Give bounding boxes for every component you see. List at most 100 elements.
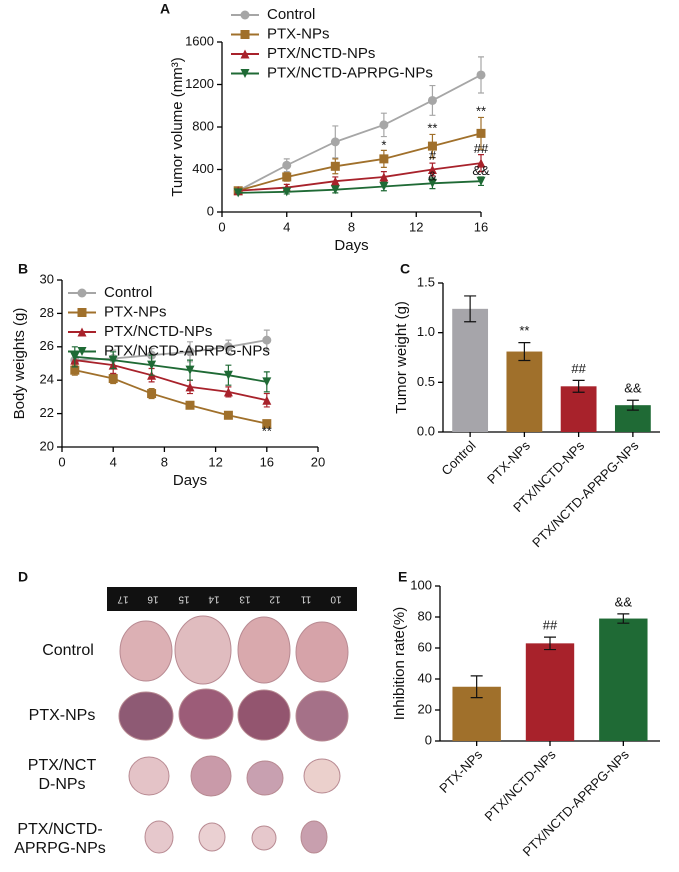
y-tick-label: 24 bbox=[40, 372, 54, 387]
marker bbox=[476, 70, 486, 80]
x-axis-label: Days bbox=[334, 237, 368, 254]
tumor bbox=[237, 616, 291, 684]
y-tick-label: 80 bbox=[418, 608, 432, 623]
marker bbox=[223, 370, 233, 380]
series-line bbox=[237, 132, 482, 192]
tumor bbox=[118, 691, 174, 741]
marker bbox=[262, 419, 272, 429]
row-label: Control bbox=[42, 642, 94, 659]
marker bbox=[262, 335, 272, 345]
marker bbox=[330, 161, 340, 171]
significance-mark: && bbox=[615, 594, 633, 609]
y-axis-label: Body weights (g) bbox=[11, 308, 28, 420]
marker bbox=[282, 187, 292, 197]
marker bbox=[185, 400, 195, 410]
y-tick-label: 30 bbox=[40, 271, 54, 286]
error-bar bbox=[518, 342, 531, 362]
y-axis-label: Tumor weight (g) bbox=[393, 301, 410, 414]
series-line bbox=[238, 180, 482, 194]
x-tick-label: PTX-NPs bbox=[484, 438, 533, 487]
tumors bbox=[118, 615, 349, 854]
marker bbox=[185, 347, 195, 357]
significance-mark: ## bbox=[571, 361, 586, 376]
legend-label: PTX-NPs bbox=[267, 25, 330, 42]
x-tick-label: 0 bbox=[58, 454, 65, 469]
legend-marker bbox=[240, 69, 250, 78]
marker bbox=[70, 352, 80, 362]
marker bbox=[427, 95, 437, 105]
marker bbox=[147, 360, 157, 370]
row-label: D-NPs bbox=[38, 776, 85, 793]
legend-label: PTX/NCTD-NPs bbox=[267, 45, 375, 62]
y-tick-label: 60 bbox=[418, 639, 432, 654]
marker bbox=[379, 120, 389, 130]
panel-letter: A bbox=[160, 1, 170, 17]
x-tick-label: Control bbox=[438, 438, 478, 478]
marker bbox=[223, 342, 233, 352]
legend-label: PTX-NPs bbox=[104, 303, 167, 320]
x-tick-label: 8 bbox=[348, 219, 355, 234]
x-axis-label: Days bbox=[173, 472, 207, 489]
marker bbox=[330, 185, 340, 195]
x-tick-label: 4 bbox=[283, 219, 290, 234]
y-tick-label: 28 bbox=[40, 305, 54, 320]
ruler-label: 13 bbox=[239, 593, 251, 604]
y-axis-label: Inhibition rate(%) bbox=[391, 607, 408, 720]
legend-marker bbox=[240, 10, 250, 20]
photo-panel: D 17 16 15 14 13 12 11 10 Control PTX-NP… bbox=[14, 569, 357, 857]
row-label: PTX/NCT bbox=[28, 757, 97, 774]
marker bbox=[262, 377, 272, 387]
significance-mark: && bbox=[624, 381, 642, 396]
y-tick-label: 40 bbox=[418, 670, 432, 685]
panel-letter: B bbox=[18, 261, 28, 277]
y-tick-label: 400 bbox=[192, 161, 214, 176]
legend-marker bbox=[77, 288, 87, 298]
bar bbox=[599, 618, 648, 741]
tumor bbox=[144, 820, 174, 854]
tumor bbox=[190, 755, 232, 797]
y-tick-label: 0 bbox=[207, 203, 214, 218]
y-tick-label: 22 bbox=[40, 405, 54, 420]
ruler-label: 14 bbox=[208, 593, 220, 604]
x-tick-label: PTX-NPs bbox=[436, 747, 485, 796]
y-tick-label: 0 bbox=[425, 732, 432, 747]
x-tick-label: 20 bbox=[311, 454, 325, 469]
marker bbox=[282, 160, 292, 170]
significance-mark: ** bbox=[519, 323, 529, 338]
ruler-label: 15 bbox=[178, 593, 190, 604]
bar bbox=[452, 308, 489, 432]
annotation: ** bbox=[262, 423, 272, 438]
y-tick-label: 100 bbox=[410, 577, 432, 592]
y-tick-label: 0.0 bbox=[417, 423, 435, 438]
legend-marker bbox=[77, 308, 87, 317]
marker bbox=[476, 158, 486, 168]
marker bbox=[70, 365, 80, 375]
marker bbox=[108, 355, 118, 365]
y-tick-label: 26 bbox=[40, 338, 54, 353]
x-tick-label: 12 bbox=[208, 454, 222, 469]
series-line bbox=[74, 355, 267, 383]
tumor bbox=[295, 690, 349, 742]
legend-label: Control bbox=[104, 284, 152, 301]
tumor bbox=[300, 820, 328, 854]
tumor bbox=[119, 620, 173, 682]
row-label: PTX-NPs bbox=[29, 707, 96, 724]
marker bbox=[379, 154, 389, 164]
marker bbox=[379, 172, 389, 182]
legend-marker bbox=[77, 347, 87, 356]
y-tick-label: 1200 bbox=[185, 76, 214, 91]
legend-marker bbox=[77, 327, 87, 337]
annotation: ** bbox=[476, 104, 486, 119]
bar bbox=[560, 386, 597, 432]
annotation: && bbox=[472, 163, 490, 178]
marker bbox=[379, 182, 389, 191]
bar bbox=[525, 643, 575, 741]
ruler-label: 12 bbox=[269, 593, 281, 604]
tumor bbox=[174, 615, 232, 685]
y-tick-label: 20 bbox=[418, 701, 432, 716]
x-tick-label: 8 bbox=[161, 454, 168, 469]
y-axis-label: Tumor volume (mm³) bbox=[169, 57, 186, 196]
legend-label: PTX/NCTD-NPs bbox=[104, 323, 212, 340]
